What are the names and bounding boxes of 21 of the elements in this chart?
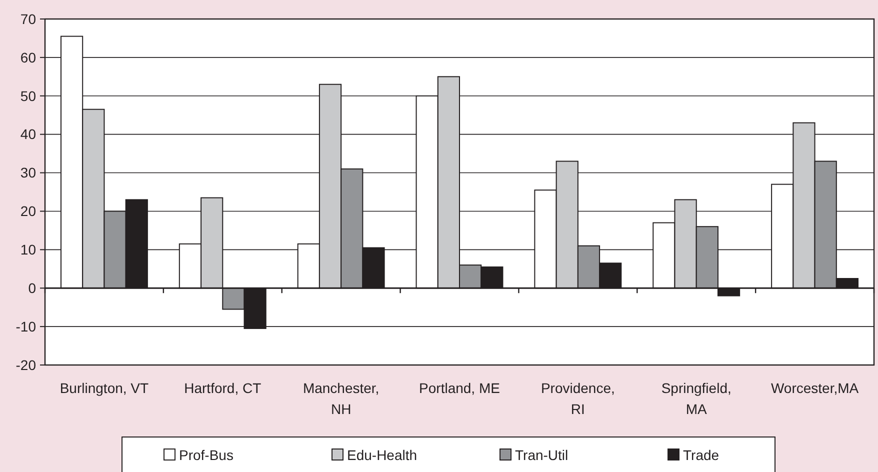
y-tick-label: 0 xyxy=(28,280,36,296)
x-tick-label: Worcester,MA xyxy=(770,380,860,396)
y-tick-label: 20 xyxy=(20,203,36,220)
y-tick-label: 40 xyxy=(20,126,36,142)
x-tick-label: Providence, RI xyxy=(540,380,615,417)
legend-label: Edu-Health xyxy=(347,446,418,463)
y-tick-label: -10 xyxy=(16,318,36,334)
legend-label: Tran-Util xyxy=(515,446,568,463)
y-tick-label: 10 xyxy=(20,242,36,258)
x-tick-label: Portland, ME xyxy=(419,380,500,396)
x-tick-label: Hartford, CT xyxy=(184,380,262,396)
y-tick-label: 50 xyxy=(20,88,36,104)
y-tick-label: 70 xyxy=(20,10,36,27)
x-tick-label: Manchester, NH xyxy=(302,380,380,417)
legend-label: Prof-Bus xyxy=(179,446,234,463)
y-tick-label: 60 xyxy=(20,49,36,66)
x-tick-label: Burlington, VT xyxy=(60,380,150,396)
x-tick-label: Springfield, MA xyxy=(661,380,732,417)
y-tick-label: 30 xyxy=(20,164,36,181)
legend-label: Trade xyxy=(683,446,720,463)
y-tick-label: -20 xyxy=(16,356,36,373)
